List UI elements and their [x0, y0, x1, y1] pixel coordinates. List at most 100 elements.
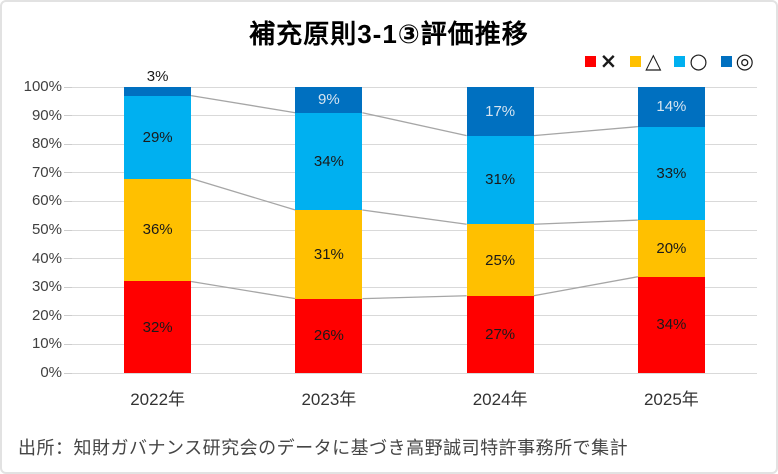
legend-item-triangle: △	[630, 51, 661, 72]
bar-2022年: 3% 29% 36% 32%	[124, 68, 192, 373]
legend: × △ ○ ◎	[584, 49, 754, 73]
y-axis-tick	[64, 115, 72, 117]
data-label: 32%	[142, 318, 173, 336]
series-connector-line	[362, 112, 467, 137]
y-axis-tick	[64, 258, 72, 260]
gridline	[72, 343, 757, 345]
y-axis-label: 50%	[31, 221, 62, 238]
segment-cross: 27%	[466, 295, 534, 373]
y-axis-label: 40%	[31, 249, 62, 267]
segment-triangle: 20%	[637, 220, 705, 277]
legend-swatch-circle	[674, 56, 686, 67]
gridline	[72, 172, 757, 174]
legend-item-cross: ×	[584, 49, 618, 73]
y-axis-label: 90%	[31, 106, 62, 124]
bar-2025年: 14% 33% 20% 34%	[637, 87, 705, 373]
gridline	[72, 115, 757, 117]
series-connector-line	[191, 280, 296, 300]
legend-symbol-cross-icon: ×	[599, 49, 618, 73]
data-label: 31%	[313, 245, 344, 263]
y-axis-tick	[64, 143, 72, 145]
y-axis-label: 10%	[31, 335, 62, 353]
gridline	[72, 200, 757, 202]
y-axis-tick	[64, 343, 72, 345]
chart-title: 補充原則3-1③評価推移	[249, 19, 529, 49]
data-label: 25%	[485, 251, 516, 269]
segment-cross: 32%	[124, 281, 192, 373]
segment-circle: 29%	[124, 95, 192, 179]
segment-triangle: 25%	[466, 224, 534, 296]
series-connector-line	[362, 209, 467, 225]
segment-double-circle	[124, 87, 192, 96]
data-label: 3%	[146, 67, 169, 85]
data-label: 14%	[656, 98, 687, 116]
legend-swatch-double-circle	[720, 56, 732, 67]
x-axis-label: 2024年	[472, 390, 528, 409]
data-label: 34%	[313, 152, 344, 170]
x-axis-label: 2023年	[301, 390, 357, 409]
series-connector-line	[533, 276, 638, 297]
y-axis-label: 100%	[23, 78, 62, 95]
y-axis-label: 70%	[31, 163, 62, 181]
legend-swatch-cross	[584, 56, 596, 67]
y-axis-label: 20%	[31, 306, 62, 324]
data-label: 34%	[656, 316, 687, 334]
legend-symbol-double-circle-icon: ◎	[735, 49, 754, 73]
gridline	[72, 258, 757, 260]
y-axis-label: 30%	[31, 278, 62, 296]
gridline	[72, 143, 757, 145]
data-label: 20%	[656, 239, 687, 257]
gridline	[72, 372, 757, 374]
gridline	[72, 229, 757, 231]
segment-double-circle: 9%	[295, 87, 363, 113]
gridline	[72, 286, 757, 288]
x-axis-label: 2025年	[643, 390, 699, 409]
legend-item-circle: ○	[674, 49, 708, 73]
y-axis-label: 60%	[31, 192, 62, 210]
data-label: 33%	[656, 164, 687, 182]
segment-triangle: 31%	[295, 209, 363, 299]
data-label: 17%	[485, 102, 516, 120]
series-connector-line	[191, 94, 296, 114]
segment-circle: 34%	[295, 112, 363, 210]
y-axis-tick	[64, 315, 72, 317]
series-connector-line	[190, 177, 296, 211]
legend-symbol-circle-icon: ○	[689, 49, 708, 73]
y-axis-tick	[64, 372, 72, 374]
y-axis-label: 80%	[31, 135, 62, 153]
series-connector-lines	[190, 94, 638, 300]
y-axis-tick	[64, 86, 72, 88]
x-axis: 2022年 2023年 2024年 2025年	[72, 385, 757, 409]
y-axis-label: 0%	[40, 364, 62, 381]
bar-2024年: 17% 31% 25% 27%	[466, 87, 534, 373]
segment-cross: 34%	[637, 276, 705, 373]
data-label: 36%	[142, 221, 173, 239]
data-label: 29%	[142, 128, 173, 146]
series-connector-line	[533, 125, 638, 137]
data-label: 27%	[485, 325, 516, 343]
data-label: 31%	[485, 171, 516, 189]
legend-swatch-triangle	[630, 56, 642, 67]
legend-symbol-triangle-icon: △	[645, 49, 662, 73]
segment-cross: 26%	[295, 298, 363, 373]
segment-double-circle: 17%	[466, 87, 534, 136]
y-axis-tick	[64, 200, 72, 202]
y-axis-tick	[64, 286, 72, 288]
series-connector-line	[533, 219, 638, 225]
segment-circle: 31%	[466, 135, 534, 225]
data-label: 9%	[318, 91, 340, 109]
plot-area: 0% 10% 20% 30% 40% 50% 60% 70% 80% 90% 100% 3% 29% 36…	[24, 68, 757, 381]
gridline	[72, 315, 757, 317]
y-axis-tick	[64, 229, 72, 231]
x-axis-label: 2022年	[130, 390, 186, 409]
segment-triangle: 36%	[124, 178, 192, 282]
source-note: 出所：知財ガバナンス研究会のデータに基づき高野誠司特許事務所で集計	[18, 438, 629, 458]
bar-2023年: 9% 34% 31% 26%	[295, 87, 363, 373]
segment-double-circle: 14%	[637, 87, 705, 127]
legend-item-double-circle: ◎	[720, 49, 754, 73]
data-label: 26%	[313, 327, 344, 345]
segment-circle: 33%	[637, 126, 705, 221]
gridline	[72, 86, 757, 88]
series-connector-line	[362, 295, 467, 300]
